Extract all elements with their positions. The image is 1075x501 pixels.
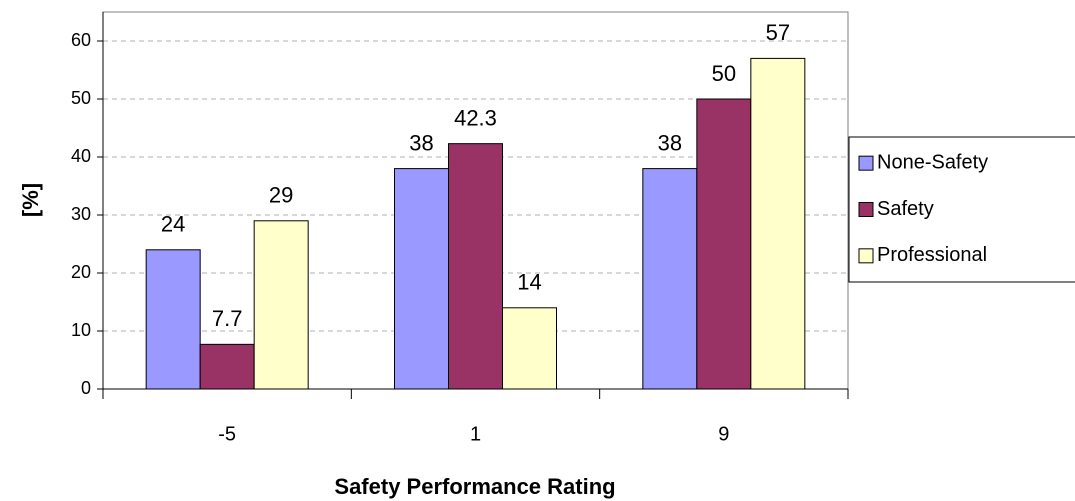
y-tick-label: 50 <box>71 88 91 108</box>
data-label: 38 <box>409 130 433 155</box>
legend-swatch <box>858 202 874 217</box>
x-axis-title: Safety Performance Rating <box>334 474 615 499</box>
legend-box <box>848 136 1075 283</box>
x-tick-label: 9 <box>718 423 729 445</box>
y-tick-label: 0 <box>81 378 91 398</box>
legend-swatch <box>858 155 874 171</box>
x-tick-label: -5 <box>218 423 236 445</box>
y-axis-title: [%] <box>18 183 43 217</box>
data-label: 57 <box>766 20 790 45</box>
data-label: 50 <box>712 61 736 86</box>
bar <box>642 168 698 390</box>
data-label: 38 <box>658 130 682 155</box>
bar <box>750 57 806 390</box>
data-label: 14 <box>517 270 541 295</box>
data-label: 42.3 <box>454 105 497 130</box>
bar <box>145 249 201 390</box>
bar <box>253 220 309 390</box>
data-label: 29 <box>269 183 293 208</box>
y-tick-label: 30 <box>71 204 91 224</box>
bar <box>448 143 503 390</box>
y-tick-label: 40 <box>71 146 91 166</box>
x-tick-label: 1 <box>470 423 481 445</box>
bar <box>696 98 752 390</box>
y-tick-label: 20 <box>71 262 91 282</box>
legend-label: None-Safety <box>877 151 988 173</box>
data-label: 24 <box>161 212 185 237</box>
bar <box>502 307 557 390</box>
bar <box>394 168 449 390</box>
y-tick-label: 10 <box>71 320 91 340</box>
data-label: 7.7 <box>212 306 243 331</box>
y-tick-label: 60 <box>71 30 91 50</box>
legend-label: Safety <box>877 198 934 220</box>
bar <box>199 343 255 390</box>
legend-label: Professional <box>877 244 987 266</box>
legend-swatch <box>858 248 874 264</box>
